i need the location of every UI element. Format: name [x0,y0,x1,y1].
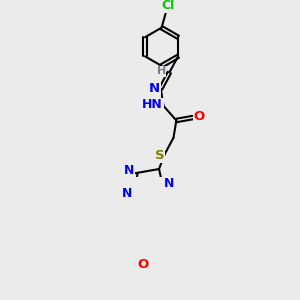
Text: O: O [194,110,205,123]
Text: O: O [138,258,149,271]
Text: N: N [122,188,132,200]
Text: S: S [155,149,164,162]
Text: N: N [124,164,134,177]
Text: Cl: Cl [162,0,175,12]
Text: N: N [164,177,175,190]
Text: N: N [149,82,160,95]
Text: H: H [157,66,166,76]
Text: HN: HN [142,98,163,111]
